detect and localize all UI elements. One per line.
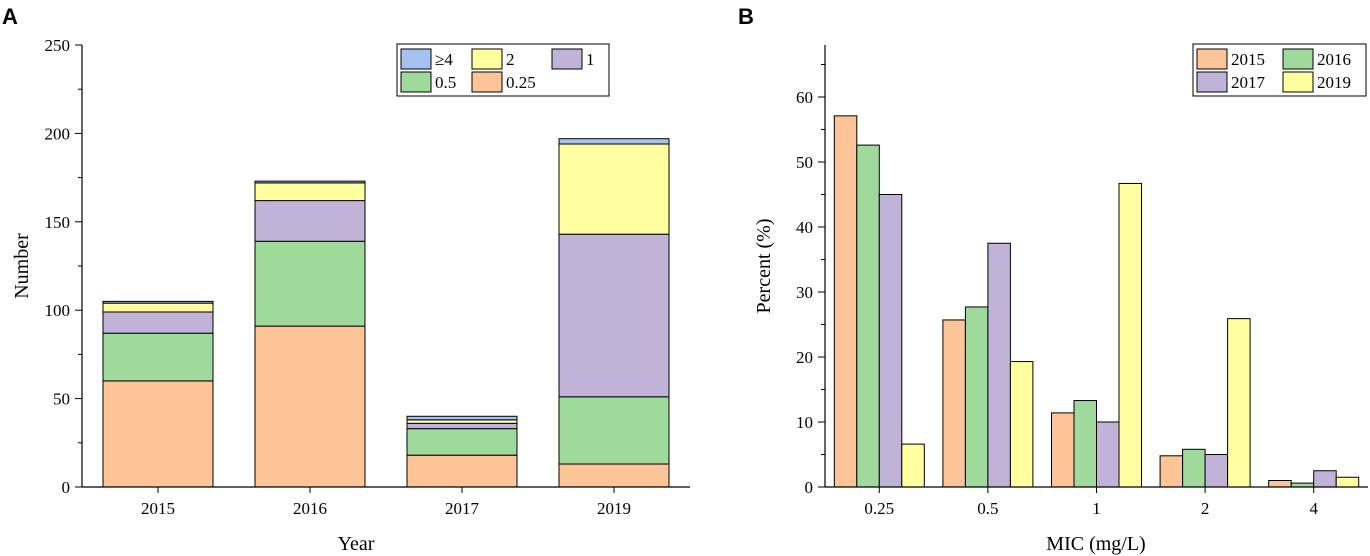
bar-2-2016 bbox=[1182, 448, 1206, 488]
bar-2017-0-25 bbox=[406, 454, 518, 488]
bar-0-25-2015 bbox=[833, 115, 858, 488]
bar-2015-1 bbox=[102, 311, 214, 334]
bar-2019-ge4 bbox=[558, 138, 670, 145]
y-tick-label-30: 30 bbox=[796, 283, 813, 302]
panel-a-x-axis-label: Year bbox=[338, 533, 375, 555]
x-tick-label-1: 1 bbox=[1092, 499, 1101, 518]
panel-b-x-ticks: 0.25 0.5 1 2 4 bbox=[864, 487, 1318, 518]
panel-b-label: B bbox=[738, 4, 754, 29]
legend-label-2016: 2016 bbox=[1317, 50, 1351, 69]
panel-b-y-axis-label: Percent (%) bbox=[753, 219, 775, 314]
bar-2015-0-25 bbox=[102, 380, 214, 488]
legend-swatch-ge4 bbox=[400, 48, 432, 70]
bar-0-25-2017 bbox=[878, 194, 903, 488]
bar-0-5-2019 bbox=[1009, 361, 1034, 488]
bar-2016-0-25 bbox=[254, 325, 366, 488]
x-tick-label-2: 2 bbox=[1201, 499, 1210, 518]
bar-2015-0-5 bbox=[102, 332, 214, 382]
bar-1-2015 bbox=[1051, 412, 1075, 488]
x-tick-label-2017: 2017 bbox=[445, 499, 480, 518]
bar-2016-1 bbox=[254, 200, 366, 242]
legend-label-0-25: 0.25 bbox=[506, 73, 536, 92]
y-tick-label-50: 50 bbox=[53, 390, 70, 409]
legend-swatch-1 bbox=[551, 48, 583, 70]
bar-2016-2 bbox=[254, 182, 366, 202]
bar-2016-ge4 bbox=[254, 180, 366, 184]
bar-2019-0-5 bbox=[558, 396, 670, 465]
y-tick-label-0: 0 bbox=[62, 478, 71, 497]
bar-2017-0-5 bbox=[406, 428, 518, 456]
x-tick-label-2016: 2016 bbox=[293, 499, 327, 518]
legend-swatch-2016 bbox=[1282, 48, 1314, 70]
panel-a-y-axis-label: Number bbox=[11, 233, 33, 299]
bar-1-2017 bbox=[1096, 421, 1120, 488]
y-tick-label-10: 10 bbox=[796, 413, 813, 432]
y-tick-label-40: 40 bbox=[796, 218, 813, 237]
bar-2016-0-5 bbox=[254, 240, 366, 327]
x-tick-label-0-5: 0.5 bbox=[977, 499, 998, 518]
panel-b-y-ticks: 0 10 20 30 40 50 60 bbox=[796, 64, 825, 497]
bar-0-5-2015 bbox=[942, 319, 966, 488]
bar-2015-2 bbox=[102, 302, 214, 313]
x-tick-label-2015: 2015 bbox=[141, 499, 175, 518]
legend-swatch-2019 bbox=[1282, 71, 1314, 93]
bar-2017-1 bbox=[406, 422, 518, 430]
panel-b-legend: 2015 2016 2017 2019 bbox=[1192, 43, 1367, 97]
bar-2-2019 bbox=[1227, 318, 1251, 488]
y-tick-label-200: 200 bbox=[45, 124, 71, 143]
bar-0-5-2017 bbox=[987, 242, 1011, 488]
bar-1-2016 bbox=[1073, 400, 1097, 488]
legend-label-1: 1 bbox=[586, 50, 595, 69]
y-tick-label-250: 250 bbox=[45, 36, 71, 55]
panel-a-bars bbox=[102, 138, 670, 488]
panel-a-legend: ≥4 2 1 0.5 0.25 bbox=[396, 43, 610, 97]
x-tick-label-4: 4 bbox=[1309, 499, 1318, 518]
y-tick-label-0: 0 bbox=[805, 478, 814, 497]
bar-2019-2 bbox=[558, 143, 670, 235]
y-tick-label-150: 150 bbox=[45, 213, 71, 232]
legend-swatch-2015 bbox=[1196, 48, 1228, 70]
legend-swatch-0-25 bbox=[471, 71, 503, 93]
panel-b-x-axis-label: MIC (mg/L) bbox=[1046, 533, 1145, 555]
bar-2019-0-25 bbox=[558, 463, 670, 488]
panel-b-grouped-bar-chart: B 0 10 20 30 40 50 60 0.25 0.5 1 2 4 Percent (%) M… bbox=[738, 4, 1368, 555]
legend-swatch-2017 bbox=[1196, 71, 1228, 93]
bar-0-5-2016 bbox=[964, 306, 989, 488]
x-tick-label-0-25: 0.25 bbox=[864, 499, 894, 518]
bar-2019-1 bbox=[558, 233, 670, 398]
y-tick-label-60: 60 bbox=[796, 88, 813, 107]
legend-swatch-0-5 bbox=[400, 71, 432, 93]
y-tick-label-20: 20 bbox=[796, 348, 813, 367]
bar-1-2019 bbox=[1118, 182, 1142, 488]
bar-2-2015 bbox=[1159, 455, 1184, 488]
panel-a-stacked-bar-chart: A 0 50 100 150 200 250 2015 2016 2017 2019 Numbe… bbox=[2, 4, 690, 555]
legend-label-2017: 2017 bbox=[1231, 73, 1266, 92]
legend-label-2015: 2015 bbox=[1231, 50, 1265, 69]
x-tick-label-2019: 2019 bbox=[597, 499, 631, 518]
y-tick-label-100: 100 bbox=[45, 301, 71, 320]
legend-swatch-2 bbox=[471, 48, 503, 70]
panel-a-label: A bbox=[2, 4, 18, 29]
legend-label-0-5: 0.5 bbox=[435, 73, 456, 92]
bar-0-25-2019 bbox=[901, 443, 925, 488]
panel-b-bars bbox=[833, 115, 1360, 488]
bar-4-2019 bbox=[1335, 476, 1360, 488]
bar-2017-ge4 bbox=[406, 415, 518, 421]
bar-0-25-2016 bbox=[856, 144, 880, 488]
panel-a-y-ticks: 0 50 100 150 200 250 bbox=[45, 36, 82, 497]
bar-2-2017 bbox=[1204, 454, 1229, 488]
bar-2017-2 bbox=[406, 419, 518, 424]
y-tick-label-50: 50 bbox=[796, 153, 813, 172]
bar-4-2017 bbox=[1313, 470, 1337, 488]
legend-label-ge4: ≥4 bbox=[435, 50, 453, 69]
legend-label-2: 2 bbox=[506, 50, 515, 69]
bar-4-2015 bbox=[1268, 480, 1292, 488]
legend-label-2019: 2019 bbox=[1317, 73, 1351, 92]
panel-a-x-ticks: 2015 2016 2017 2019 bbox=[141, 487, 631, 518]
bar-2015-ge4 bbox=[102, 300, 214, 304]
